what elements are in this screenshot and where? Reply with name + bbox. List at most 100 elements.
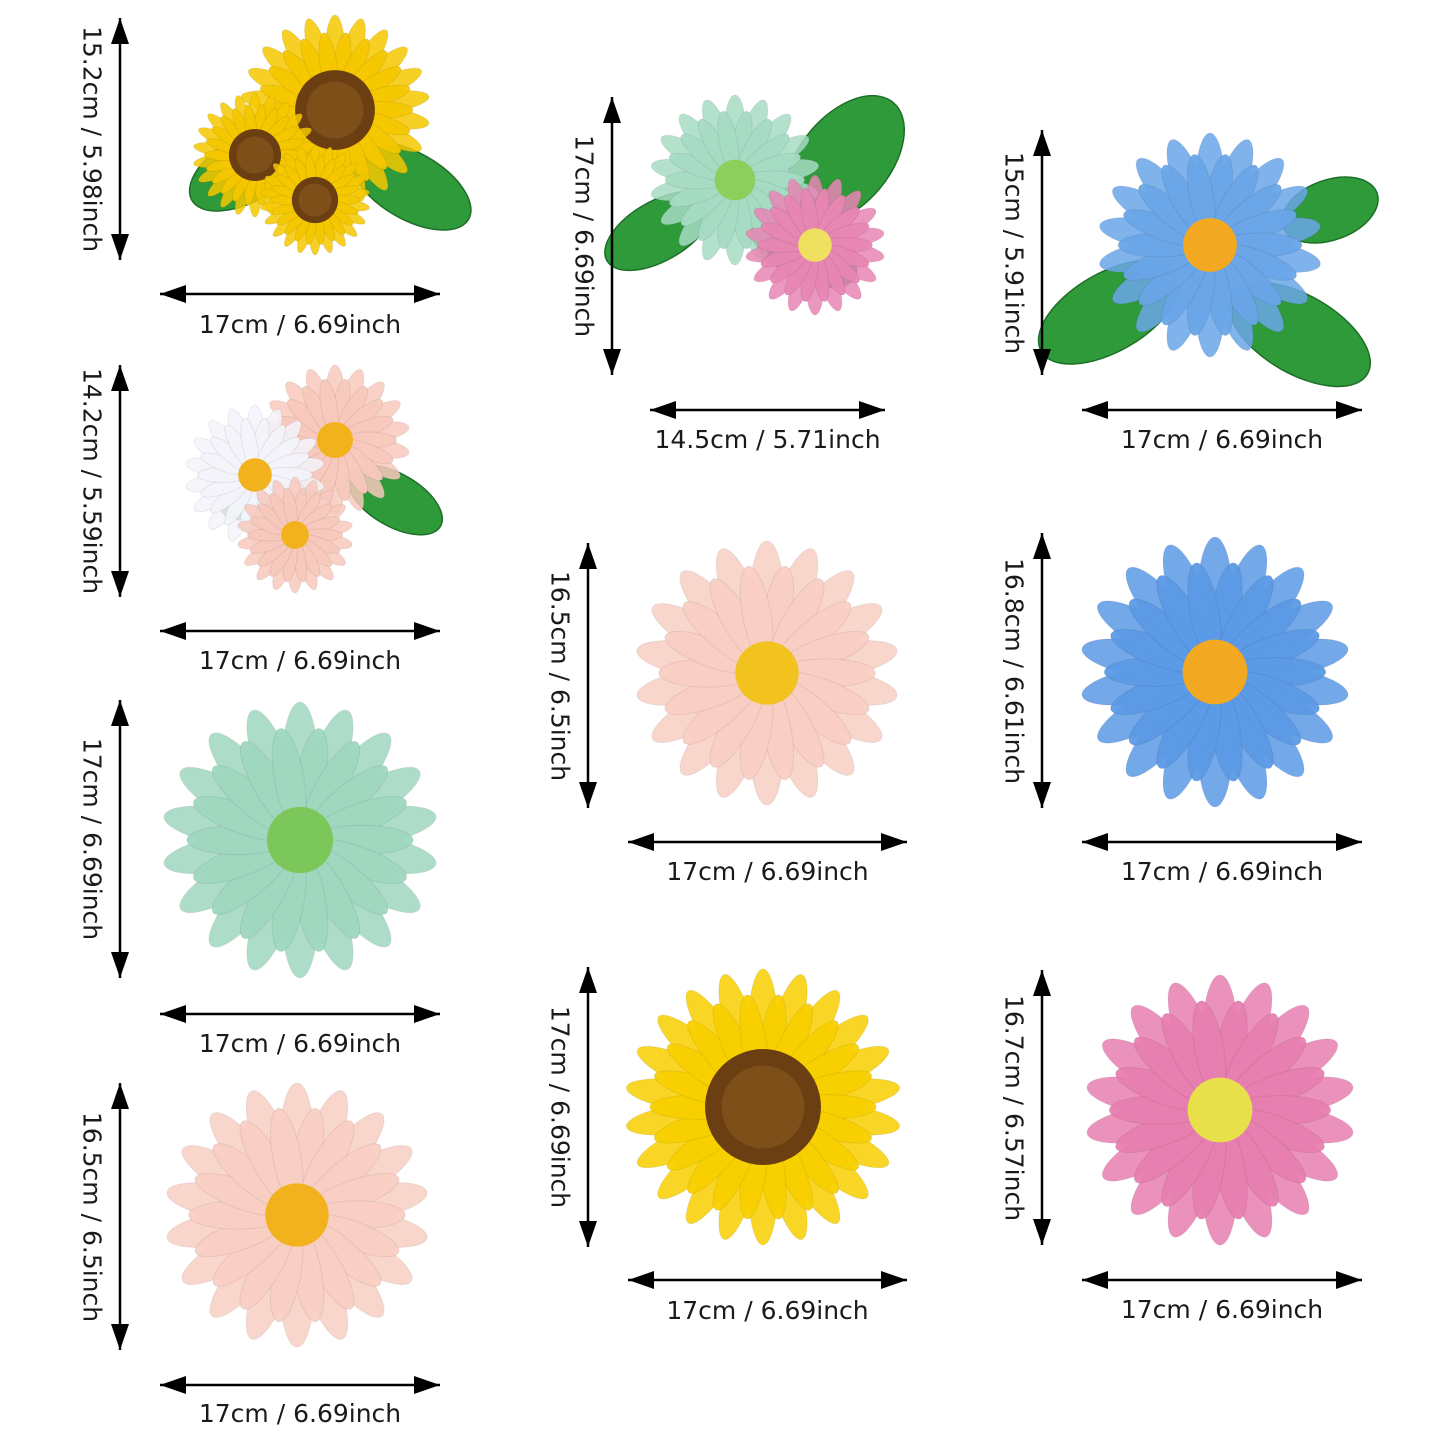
- arrow-head-up: [1033, 533, 1051, 559]
- peach-daisy-width-label: 17cm / 6.69inch: [198, 1399, 402, 1428]
- arrow-head-right: [859, 401, 885, 419]
- arrow-head-right: [1336, 1271, 1362, 1289]
- arrow-head-down: [1033, 782, 1051, 808]
- peach-daisy-height-label: 16.5cm / 6.5inch: [77, 1111, 107, 1322]
- blue-daisy-leaves-height-arrow: [1033, 130, 1051, 375]
- arrow-head-up: [111, 1083, 129, 1109]
- sunflower-width-arrow: [628, 1271, 907, 1289]
- arrow-head-up: [603, 97, 621, 123]
- flower-center-inner: [306, 81, 364, 139]
- arrow-head-left: [1082, 833, 1108, 851]
- mint-pink-cluster-width-label: 14.5cm / 5.71inch: [654, 425, 881, 454]
- mint-pink-cluster-flower: [745, 174, 885, 316]
- arrow-head-right: [414, 1005, 440, 1023]
- arrow-head-up: [579, 967, 597, 993]
- arrow-head-up: [579, 543, 597, 569]
- arrow-head-down: [111, 571, 129, 597]
- arrow-head-left: [160, 285, 186, 303]
- arrow-head-down: [111, 1324, 129, 1350]
- peach-daisy-2-width-label: 17cm / 6.69inch: [666, 857, 869, 886]
- pink-daisy-height-arrow: [1033, 970, 1051, 1245]
- arrow-head-down: [111, 234, 129, 260]
- arrow-head-down: [579, 1221, 597, 1247]
- flower-center: [1182, 639, 1248, 705]
- flower-center: [735, 641, 799, 705]
- mint-daisy-width-label: 17cm / 6.69inch: [198, 1029, 402, 1058]
- flower-center-inner: [236, 136, 274, 174]
- arrow-head-down: [579, 782, 597, 808]
- pink-white-daisy-cluster-width-arrow: [160, 622, 440, 640]
- arrow-head-right: [414, 622, 440, 640]
- blue-daisy-height-arrow: [1033, 533, 1051, 808]
- arrow-head-down: [1033, 349, 1051, 375]
- flower-center: [281, 521, 309, 549]
- arrow-head-right: [1336, 401, 1362, 419]
- peach-daisy-2-width-arrow: [628, 833, 907, 851]
- flower-center: [1183, 218, 1237, 272]
- mint-daisy-height-label: 17cm / 6.69inch: [77, 737, 107, 941]
- arrow-head-up: [1033, 130, 1051, 156]
- blue-daisy-leaves-flower: [1099, 132, 1321, 358]
- peach-daisy-2-height-arrow: [579, 543, 597, 808]
- arrow-head-left: [160, 622, 186, 640]
- flower-center-inner: [721, 1065, 805, 1149]
- flower-center: [238, 458, 272, 492]
- pink-daisy-width-label: 17cm / 6.69inch: [1120, 1295, 1324, 1324]
- pink-white-daisy-cluster-height-label: 14.2cm / 5.59inch: [77, 367, 107, 595]
- mint-pink-cluster-height-label: 17cm / 6.69inch: [569, 134, 599, 338]
- flower-center-inner: [298, 183, 332, 217]
- pink-daisy-width-arrow: [1082, 1271, 1362, 1289]
- pink-white-daisy-cluster-width-label: 17cm / 6.69inch: [198, 646, 402, 675]
- peach-daisy-height-arrow: [111, 1083, 129, 1350]
- arrow-head-left: [628, 1271, 654, 1289]
- arrow-head-right: [881, 833, 907, 851]
- arrow-head-up: [111, 18, 129, 44]
- blue-daisy-width-arrow: [1082, 833, 1362, 851]
- flower-center: [265, 1183, 329, 1247]
- flower-center: [266, 806, 334, 874]
- sunflower-width-label: 17cm / 6.69inch: [666, 1296, 869, 1325]
- arrow-head-left: [628, 833, 654, 851]
- arrow-head-up: [1033, 970, 1051, 996]
- arrow-head-left: [1082, 1271, 1108, 1289]
- pink-white-daisy-cluster-flower: [237, 476, 353, 594]
- arrow-head-right: [414, 1376, 440, 1394]
- arrow-head-right: [881, 1271, 907, 1289]
- arrow-head-down: [111, 952, 129, 978]
- peach-daisy-2-flower: [636, 540, 898, 806]
- blue-daisy-leaves-width-arrow: [1082, 401, 1362, 419]
- sunflower-cluster-width-arrow: [160, 285, 440, 303]
- arrow-head-left: [160, 1005, 186, 1023]
- sunflower-cluster-flower: [260, 144, 370, 256]
- flower-center: [1187, 1077, 1253, 1143]
- arrow-head-left: [650, 401, 676, 419]
- arrow-head-right: [414, 285, 440, 303]
- mint-daisy-height-arrow: [111, 700, 129, 978]
- flower-center: [798, 228, 832, 262]
- blue-daisy-flower: [1081, 536, 1349, 808]
- arrow-head-right: [1336, 833, 1362, 851]
- arrow-head-left: [160, 1376, 186, 1394]
- arrow-head-down: [1033, 1219, 1051, 1245]
- arrow-head-up: [111, 365, 129, 391]
- peach-daisy-2-height-label: 16.5cm / 6.5inch: [545, 570, 575, 781]
- pink-daisy-flower: [1086, 974, 1354, 1246]
- peach-daisy-flower: [166, 1082, 428, 1348]
- blue-daisy-height-label: 16.8cm / 6.61inch: [999, 557, 1029, 784]
- sunflower-cluster-height-label: 15.2cm / 5.98inch: [77, 25, 107, 253]
- pink-white-daisy-cluster-height-arrow: [111, 365, 129, 597]
- arrow-head-left: [1082, 401, 1108, 419]
- mint-pink-cluster-width-arrow: [650, 401, 885, 419]
- blue-daisy-width-label: 17cm / 6.69inch: [1120, 857, 1324, 886]
- peach-daisy-width-arrow: [160, 1376, 440, 1394]
- mint-daisy-width-arrow: [160, 1005, 440, 1023]
- mint-daisy-flower: [163, 701, 437, 979]
- blue-daisy-leaves-height-label: 15cm / 5.91inch: [999, 151, 1029, 354]
- sunflower-cluster-height-arrow: [111, 18, 129, 260]
- sunflower-height-label: 17cm / 6.69inch: [545, 1005, 575, 1209]
- sunflower-cluster-width-label: 17cm / 6.69inch: [198, 310, 402, 339]
- mint-pink-cluster-height-arrow: [603, 97, 621, 375]
- arrow-head-down: [603, 349, 621, 375]
